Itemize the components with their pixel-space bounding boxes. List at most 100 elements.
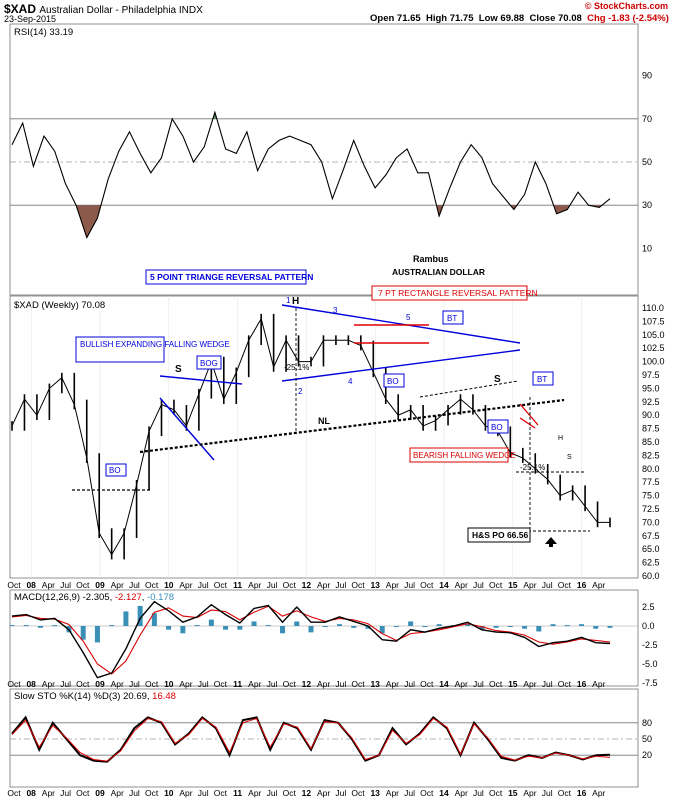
- price-tick: 107.5: [642, 316, 665, 326]
- macd-histogram-bar: [251, 621, 257, 626]
- x-axis-label: 08: [26, 679, 36, 689]
- rectangle-label-box: [371, 285, 528, 301]
- x-axis-label: Oct: [7, 788, 21, 798]
- rsi-series: [11, 110, 611, 239]
- sto-title: Slow STO %K(14) %D(3) 20.69, 16.48: [14, 691, 176, 702]
- bog-label: BOG: [200, 359, 218, 368]
- price-tick: 87.5: [642, 424, 660, 434]
- bt-label-1: BT: [447, 314, 457, 323]
- price-title: $XAD (Weekly) 70.08: [14, 300, 105, 311]
- macd-histogram-bar: [322, 626, 328, 627]
- symbol-title: $XAD Australian Dollar - Philadelphia IN…: [4, 2, 203, 16]
- price-tick: 102.5: [642, 343, 665, 353]
- rsi-y-ticks: 90 70 50 30 10: [642, 71, 652, 254]
- price-tick: 92.5: [642, 397, 660, 407]
- sto-panel-frame: [9, 688, 639, 788]
- x-axis-label: 16: [577, 580, 587, 590]
- sto-tick: 20: [642, 750, 652, 760]
- triangle-bottom-line: [281, 349, 521, 382]
- x-axis-label: Jul: [60, 580, 71, 590]
- x-axis-label: Oct: [76, 580, 90, 590]
- bo-box-1: [105, 463, 127, 477]
- x-axis-label: Oct: [558, 788, 572, 798]
- x-axis-label: Apr: [592, 580, 605, 590]
- sto-d-line: [11, 717, 611, 762]
- x-axis-labels: Oct 08 Apr Jul Oct 09 Apr Jul Oct 10 Apr Jul Oct 11 Ap…: [7, 580, 605, 590]
- macd-histogram-bar: [294, 621, 300, 626]
- rsi-tick: 50: [642, 157, 652, 167]
- x-axis-label: Apr: [592, 788, 605, 798]
- macd-histogram-bar: [579, 624, 585, 626]
- x-axis-label: Oct: [145, 788, 159, 798]
- x-axis-label: Oct: [351, 580, 365, 590]
- wedge-bottom-line: [159, 397, 215, 461]
- x-axis-label: Apr: [386, 580, 399, 590]
- point-label-3: 3: [333, 306, 338, 315]
- rambus-label: Rambus: [413, 254, 449, 264]
- x-axis-label: 11: [233, 580, 242, 590]
- price-tick: 60.0: [642, 571, 660, 581]
- x-axis-label: Apr: [42, 679, 55, 689]
- bear-wedge-top: [519, 403, 539, 426]
- bog-box: [196, 355, 222, 370]
- x-axis-label: Oct: [76, 788, 90, 798]
- macd-histogram-bar: [194, 625, 200, 627]
- triangle-top-line: [281, 304, 521, 344]
- point-label-4: 4: [348, 377, 353, 386]
- head-label: H: [292, 296, 299, 307]
- x-axis-label: Oct: [214, 788, 228, 798]
- rsi-line: [11, 110, 611, 239]
- macd-tick: 0.0: [642, 621, 655, 631]
- hs-po-label-box: [467, 527, 531, 543]
- price-tick: 67.5: [642, 531, 660, 541]
- x-axis-label: Oct: [489, 788, 503, 798]
- x-axis-label: Apr: [179, 580, 192, 590]
- rsi-tick: 30: [642, 200, 652, 210]
- x-axis-label: 13: [370, 580, 380, 590]
- price-tick: 70.0: [642, 517, 660, 527]
- x-axis-label: 15: [508, 580, 518, 590]
- x-axis-label: 10: [164, 788, 174, 798]
- x-axis-label: Oct: [283, 679, 297, 689]
- macd-histogram-bar: [37, 626, 43, 628]
- macd-histogram-bar: [550, 624, 556, 626]
- point-label-2: 2: [298, 387, 303, 396]
- x-axis-label: 09: [95, 788, 105, 798]
- macd-histogram-bar: [308, 626, 314, 633]
- x-axis-label: 10: [164, 679, 174, 689]
- macd-histogram-bar: [265, 625, 271, 627]
- x-axis-label: 12: [302, 788, 312, 798]
- small-head-label: H: [558, 435, 563, 442]
- x-axis-label: 09: [95, 679, 105, 689]
- bullish-wedge-label: BULLISH EXPANDING FALLING WEDGE: [80, 340, 230, 349]
- x-axis-label: Oct: [351, 679, 365, 689]
- rsi-oversold-fill: [12, 205, 610, 238]
- x-axis-label: Apr: [317, 788, 330, 798]
- x-axis-label: Apr: [523, 788, 536, 798]
- x-axis-label: Jul: [267, 679, 278, 689]
- up-arrow-stem: [549, 543, 553, 547]
- macd-histogram-bar: [52, 625, 58, 627]
- x-axis-label: Apr: [317, 580, 330, 590]
- macd-histogram-bar: [23, 625, 29, 627]
- bo-box-2: [383, 373, 405, 388]
- price-tick: 62.5: [642, 558, 660, 568]
- x-axis-label: Apr: [111, 580, 124, 590]
- sto-tick: 80: [642, 718, 652, 728]
- macd-tick: 2.5: [642, 602, 655, 612]
- macd-histogram-bar: [479, 626, 485, 630]
- point-label-1: 1: [286, 296, 291, 305]
- x-axis-label: 15: [508, 679, 518, 689]
- macd-histogram-bar: [507, 626, 513, 627]
- x-axis-label: Jul: [60, 788, 71, 798]
- macd-histogram-bar: [436, 624, 442, 626]
- macd-histogram-bar: [493, 626, 499, 628]
- point-label-5: 5: [406, 313, 411, 322]
- x-axis-label: Oct: [76, 679, 90, 689]
- macd-histogram-bar: [564, 625, 570, 627]
- price-tick: 90.0: [642, 410, 660, 420]
- macd-panel-frame: [9, 589, 639, 687]
- rsi-tick: 10: [642, 243, 652, 253]
- pct-label-2: -25.1%: [520, 463, 545, 472]
